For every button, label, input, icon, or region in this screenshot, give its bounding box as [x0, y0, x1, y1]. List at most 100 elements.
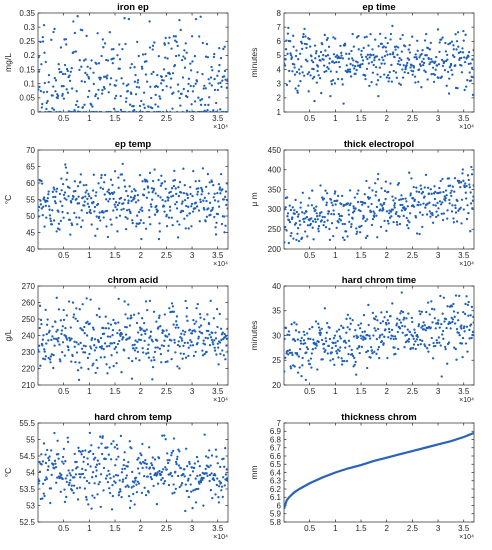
data-point — [412, 205, 416, 208]
data-point — [219, 172, 223, 176]
data-point — [142, 194, 146, 197]
data-point — [112, 364, 115, 368]
data-point — [343, 43, 347, 47]
data-point — [213, 52, 216, 56]
data-point — [73, 180, 76, 183]
data-point — [99, 110, 103, 112]
data-point — [191, 470, 195, 473]
data-point — [206, 337, 210, 340]
data-point — [103, 181, 106, 184]
data-point — [217, 70, 221, 73]
data-point — [130, 377, 134, 380]
data-point — [106, 59, 110, 62]
data-point — [218, 341, 222, 344]
data-point — [286, 215, 289, 218]
data-point — [397, 182, 400, 185]
data-point — [288, 348, 291, 352]
data-point — [199, 15, 202, 18]
data-point — [373, 327, 376, 330]
data-point — [52, 85, 55, 88]
data-point — [460, 56, 463, 60]
data-point — [158, 469, 161, 473]
data-point — [88, 481, 91, 485]
data-point — [462, 179, 465, 182]
data-point — [209, 488, 213, 492]
data-point — [136, 480, 139, 483]
data-point — [88, 322, 91, 325]
data-point — [174, 460, 178, 464]
data-point — [370, 349, 374, 352]
data-point — [136, 40, 139, 44]
data-point — [62, 216, 65, 219]
data-point — [134, 479, 137, 482]
data-point — [190, 225, 193, 228]
data-point — [379, 225, 383, 229]
data-point — [226, 350, 228, 353]
data-point — [434, 60, 437, 63]
data-point — [472, 48, 474, 52]
data-point — [55, 296, 58, 299]
data-point — [457, 319, 460, 322]
data-point — [203, 109, 206, 112]
data-point — [319, 331, 322, 335]
data-point — [53, 188, 56, 191]
data-point — [399, 203, 402, 207]
data-point — [58, 192, 62, 196]
data-point — [207, 192, 210, 195]
data-point — [409, 347, 413, 350]
data-point — [302, 339, 306, 342]
data-point — [412, 197, 415, 200]
data-point — [314, 52, 318, 55]
data-point — [454, 33, 457, 36]
data-point — [99, 505, 102, 509]
data-point — [327, 210, 331, 213]
data-point — [155, 204, 158, 208]
data-point — [117, 186, 120, 189]
data-point — [435, 210, 438, 213]
data-point — [394, 197, 397, 200]
data-point — [114, 84, 117, 87]
data-point — [118, 214, 122, 217]
data-point — [307, 359, 310, 362]
data-point — [210, 180, 214, 183]
data-point — [293, 66, 296, 69]
data-point — [308, 197, 311, 200]
x-tick-label: 2 — [384, 524, 389, 533]
data-point — [201, 72, 204, 76]
data-point — [197, 96, 200, 99]
data-point — [51, 190, 54, 193]
data-point — [202, 504, 205, 507]
data-point — [334, 190, 337, 193]
data-point — [172, 91, 175, 94]
data-point — [98, 462, 101, 466]
data-point — [173, 63, 177, 67]
data-point — [363, 193, 366, 196]
data-point — [438, 200, 442, 203]
data-point — [317, 74, 320, 77]
data-point — [67, 300, 71, 303]
data-point — [430, 336, 433, 340]
data-point — [285, 229, 288, 232]
data-point — [176, 220, 179, 223]
data-point — [326, 192, 329, 195]
data-point — [89, 345, 92, 348]
data-point — [289, 208, 293, 212]
data-point — [306, 347, 309, 351]
data-point — [117, 494, 121, 497]
data-point — [327, 45, 331, 48]
data-point — [454, 64, 457, 67]
chart-title: hard chrom temp — [94, 412, 172, 423]
data-point — [75, 197, 78, 201]
y-axis-label: g/L — [3, 329, 13, 341]
data-point — [213, 88, 217, 92]
data-point — [66, 436, 69, 439]
data-point — [69, 479, 72, 482]
data-point — [139, 452, 142, 455]
data-point — [131, 219, 134, 222]
data-point — [205, 42, 209, 46]
data-point — [220, 489, 223, 492]
data-point — [296, 232, 299, 235]
data-point — [140, 99, 143, 103]
data-point — [135, 491, 139, 494]
data-point — [134, 189, 137, 193]
